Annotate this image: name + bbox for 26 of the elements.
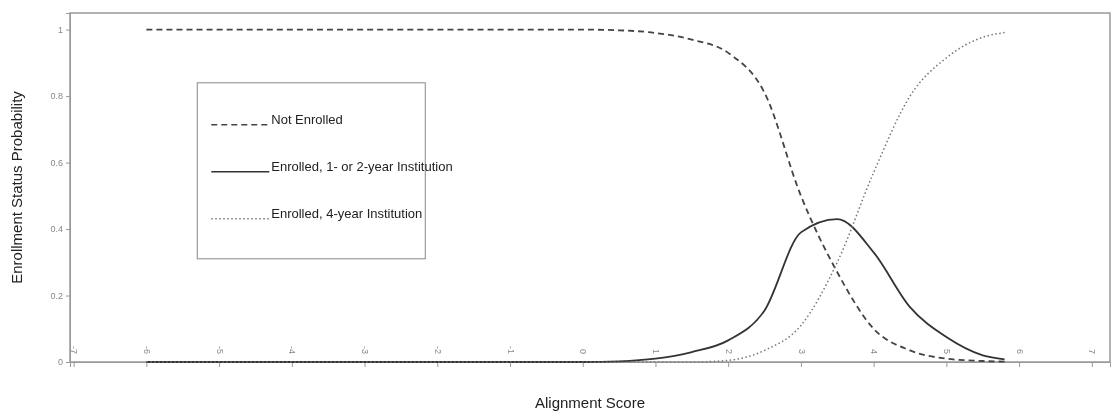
x-tick-label: 3 — [796, 348, 807, 354]
x-tick-label: 4 — [869, 348, 880, 354]
x-tick-label: 5 — [941, 348, 952, 354]
y-tick-label: 0.6 — [50, 157, 63, 168]
x-tick-label: 7 — [1087, 348, 1098, 354]
y-tick-label: 1 — [57, 25, 63, 35]
x-tick-label: 2 — [723, 348, 734, 354]
x-tick-label: -7 — [69, 345, 80, 354]
legend-label: Enrolled, 4-year Institution — [271, 206, 423, 222]
x-tick-label: 6 — [1014, 348, 1025, 354]
legend-label: Not Enrolled — [271, 112, 343, 128]
x-tick-label: -3 — [360, 345, 371, 354]
x-tick-label: 0 — [578, 348, 589, 354]
legend-label: Enrolled, 1- or 2-year Institution — [271, 159, 453, 175]
y-tick-label: 0.8 — [50, 91, 63, 102]
y-tick-label: 0.2 — [50, 290, 63, 301]
x-tick-label: 1 — [651, 348, 662, 354]
y-axis-title: Enrollment Status Probability — [8, 90, 25, 284]
x-tick-label: -4 — [287, 345, 298, 354]
x-tick-label: -6 — [141, 345, 152, 354]
x-tick-label: -5 — [214, 345, 225, 354]
y-tick-label: 0.4 — [50, 224, 63, 235]
x-tick-label: -1 — [505, 345, 516, 354]
x-tick-label: -2 — [432, 345, 443, 354]
x-axis-title: Alignment Score — [534, 394, 646, 411]
y-tick-label: 0 — [57, 357, 63, 368]
